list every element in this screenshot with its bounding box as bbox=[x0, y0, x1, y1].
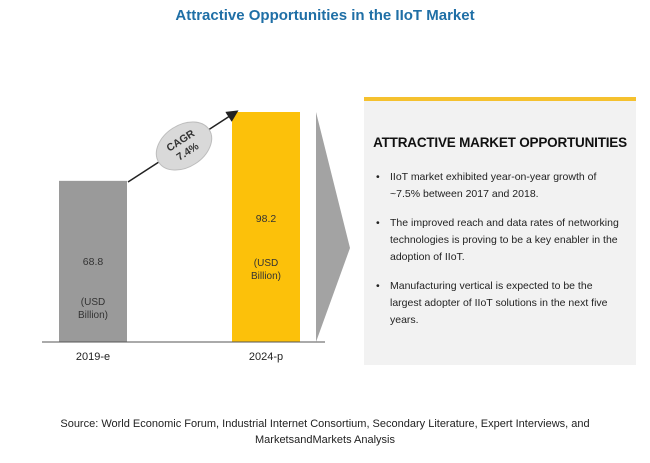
data-label: 68.8 bbox=[83, 256, 104, 268]
unit-label: Billion) bbox=[251, 271, 281, 282]
chevron-arrow-shape bbox=[316, 112, 350, 342]
source-line-2: MarketsandMarkets Analysis bbox=[255, 434, 395, 446]
panel-heading: ATTRACTIVE MARKET OPPORTUNITIES bbox=[373, 135, 627, 150]
bullet-icon: • bbox=[376, 171, 380, 183]
bar-chart: 68.8 (USD Billion) 2019-e 98.2 (USD Billion) 20… bbox=[42, 110, 350, 363]
bullet-icon: • bbox=[376, 217, 380, 229]
source-note: Source: World Economic Forum, Industrial… bbox=[0, 416, 650, 448]
list-item-text: IIoT market exhibited year-on-year growt… bbox=[390, 171, 597, 200]
list-item-text: The improved reach and data rates of net… bbox=[390, 217, 619, 263]
bullet-icon: • bbox=[376, 280, 380, 292]
opportunity-list: • IIoT market exhibited year-on-year gro… bbox=[376, 169, 626, 341]
unit-label: (USD bbox=[254, 258, 278, 269]
market-opportunities-panel: ATTRACTIVE MARKET OPPORTUNITIES • IIoT m… bbox=[364, 97, 636, 365]
category-tick-label: 2019-e bbox=[76, 351, 110, 363]
cagr-badge: CAGR 7.4% bbox=[155, 121, 213, 171]
category-tick-label: 2024-p bbox=[249, 351, 283, 363]
unit-label: (USD bbox=[81, 297, 105, 308]
bar-2024-p bbox=[232, 112, 300, 342]
page-title: Attractive Opportunities in the IIoT Mar… bbox=[175, 7, 475, 24]
list-item: • The improved reach and data rates of n… bbox=[376, 215, 626, 266]
list-item: • Manufacturing vertical is expected to … bbox=[376, 278, 626, 329]
bar-2019-e bbox=[59, 180, 127, 342]
data-label: 98.2 bbox=[256, 213, 277, 225]
list-item-text: Manufacturing vertical is expected to be… bbox=[390, 280, 608, 326]
source-line-1: Source: World Economic Forum, Industrial… bbox=[60, 418, 590, 430]
unit-label: Billion) bbox=[78, 310, 108, 321]
list-item: • IIoT market exhibited year-on-year gro… bbox=[376, 169, 626, 203]
